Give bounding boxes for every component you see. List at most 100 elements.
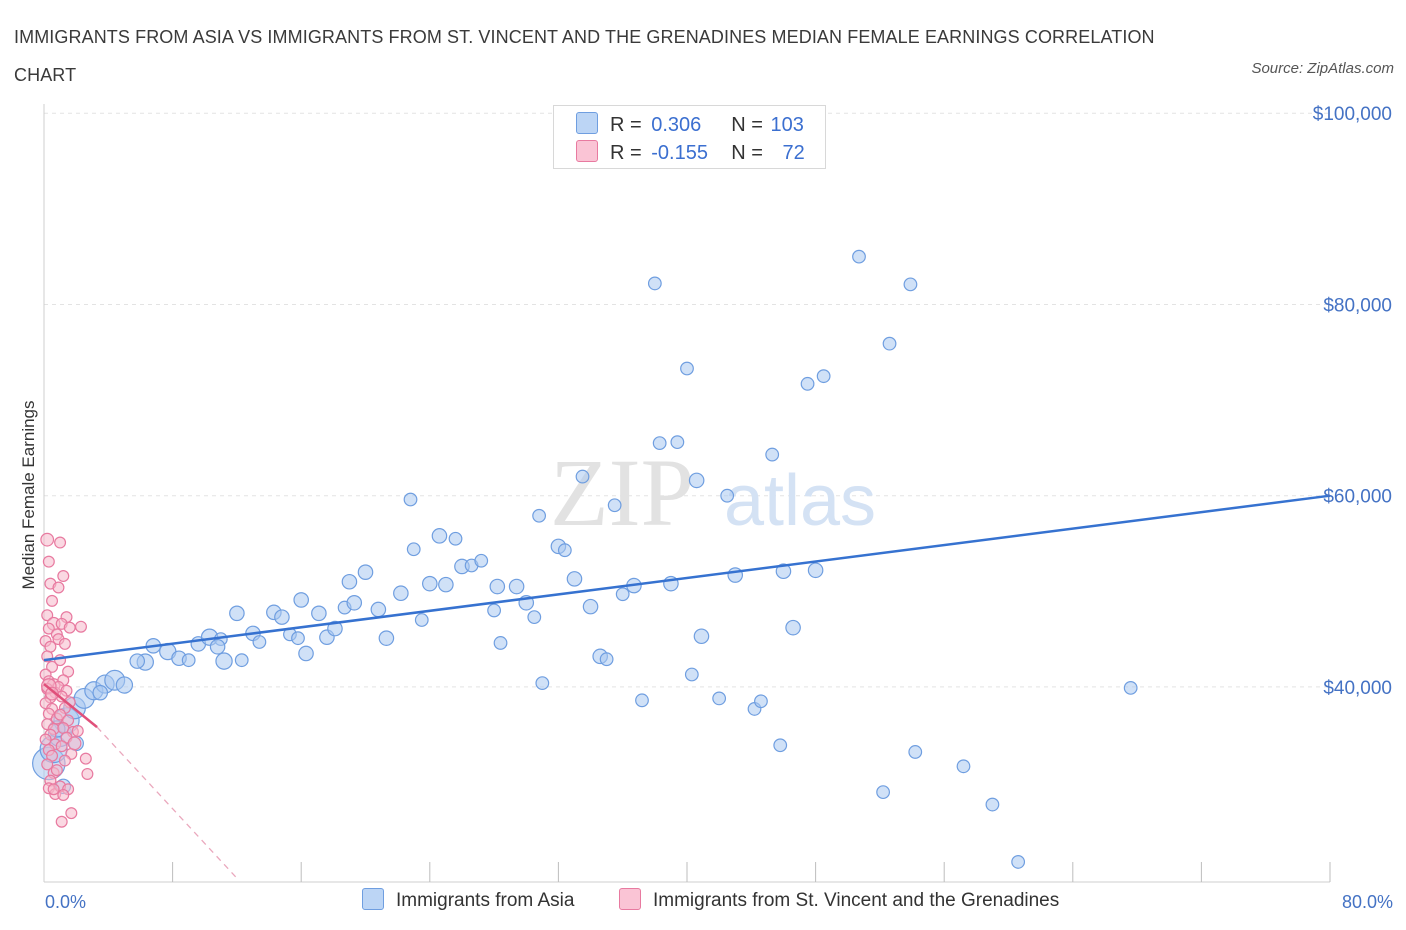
legend-swatch-asia — [576, 112, 598, 134]
asia-point-31 — [346, 594, 363, 611]
asia-point-51 — [527, 610, 542, 625]
trend-lines — [43, 494, 1331, 879]
bottom-legend-label-svg: Immigrants from St. Vincent and the Gren… — [653, 890, 1060, 911]
y-axis-title: Median Female Earnings — [19, 401, 38, 590]
asia-point-83 — [807, 562, 824, 579]
asia-point-48 — [493, 636, 508, 650]
asia-point-77 — [754, 694, 768, 709]
asia-point-18 — [234, 653, 249, 668]
asia-point-45 — [474, 553, 489, 568]
axis-labels: $40,000 $60,000 $80,000 $100,000 0.0% 80.0% Me… — [19, 104, 1393, 912]
asia-point-91 — [985, 797, 1000, 812]
asia-point-64 — [635, 693, 649, 708]
legend-row-asia: R = 0.306 N = 103 — [576, 112, 804, 138]
asia-point-26 — [298, 645, 314, 662]
asia-point-85 — [852, 249, 866, 264]
bottom-legend-svg: Immigrants from St. Vincent and the Gren… — [619, 888, 1059, 912]
asia-point-74 — [720, 488, 735, 503]
svg-trend-extension — [96, 726, 238, 879]
asia-point-62 — [615, 587, 630, 602]
asia-point-43 — [448, 531, 463, 546]
legend-r-label-svg: R = — [610, 142, 642, 164]
asia-point-92 — [1011, 855, 1026, 869]
asia-points — [32, 249, 1138, 869]
watermark: ZIP atlas — [550, 439, 876, 546]
asia-point-39 — [421, 575, 438, 592]
asia-point-69 — [680, 361, 694, 376]
asia-point-36 — [393, 585, 409, 602]
asia-point-49 — [508, 578, 525, 595]
asia-point-9 — [115, 676, 134, 694]
legend-n-label-asia: N = — [731, 114, 763, 136]
asia-point-61 — [607, 498, 622, 513]
asia-point-70 — [684, 667, 699, 682]
asia-point-53 — [535, 676, 550, 691]
asia-trend-line — [43, 494, 1331, 662]
asia-point-25 — [293, 592, 309, 608]
y-tick-label-3: $100,000 — [1313, 104, 1392, 125]
asia-point-65 — [647, 276, 662, 291]
asia-point-84 — [816, 369, 831, 384]
legend-row-svg: R = -0.155 N = 72 — [576, 140, 805, 166]
asia-point-90 — [956, 759, 971, 774]
asia-point-29 — [327, 620, 343, 637]
chart-title: IMMIGRANTS FROM ASIA VS IMMIGRANTS FROM … — [14, 27, 1155, 85]
correlation-legend: R = 0.306 N = 103 R = -0.155 N = 72 — [553, 105, 826, 169]
bottom-legend-label-asia: Immigrants from Asia — [396, 890, 575, 911]
asia-point-93 — [1123, 680, 1138, 695]
asia-point-71 — [688, 472, 705, 489]
asia-point-102 — [414, 613, 429, 627]
asia-point-97 — [92, 684, 109, 701]
asia-point-87 — [876, 785, 891, 800]
asia-point-57 — [575, 469, 590, 484]
bottom-legend-swatch-asia — [362, 888, 384, 910]
asia-point-101 — [291, 631, 305, 646]
gridlines — [44, 112, 1330, 688]
legend-n-asia: 103 — [770, 114, 804, 136]
asia-point-37 — [403, 492, 418, 507]
source-label: Source: ZipAtlas.com — [1251, 60, 1394, 77]
asia-point-17 — [229, 605, 245, 622]
asia-point-72 — [693, 628, 710, 645]
asia-point-80 — [775, 563, 792, 580]
asia-point-82 — [800, 376, 815, 391]
asia-point-56 — [566, 571, 583, 587]
asia-point-41 — [438, 576, 454, 593]
asia-point-81 — [785, 619, 801, 636]
asia-point-34 — [370, 601, 387, 618]
asia-point-66 — [652, 436, 667, 451]
asia-point-79 — [773, 738, 788, 753]
y-tick-label-1: $60,000 — [1323, 487, 1392, 508]
asia-point-88 — [903, 277, 918, 292]
y-tick-label-0: $40,000 — [1323, 678, 1392, 699]
y-tick-label-2: $80,000 — [1323, 295, 1392, 316]
asia-point-60 — [599, 652, 614, 667]
svg-trend-line — [43, 683, 98, 729]
x-tick-label-end: 80.0% — [1342, 892, 1393, 912]
asia-point-78 — [765, 447, 780, 462]
asia-point-21 — [252, 635, 267, 649]
asia-point-99 — [181, 653, 196, 668]
asia-point-35 — [378, 630, 395, 646]
asia-point-23 — [274, 609, 290, 625]
asia-point-98 — [129, 653, 146, 669]
asia-point-27 — [311, 605, 327, 622]
legend-n-label-svg: N = — [731, 142, 763, 164]
asia-point-100 — [209, 638, 226, 655]
bottom-legend-swatch-svg — [619, 888, 641, 910]
asia-point-55 — [557, 543, 572, 558]
legend-r-svg: -0.155 — [651, 142, 708, 164]
asia-point-52 — [532, 508, 547, 523]
legend-r-asia: 0.306 — [651, 114, 702, 136]
legend-n-svg: 72 — [782, 142, 805, 164]
asia-point-89 — [908, 745, 923, 759]
watermark-atlas: atlas — [724, 461, 876, 541]
asia-point-16 — [215, 652, 233, 670]
asia-point-46 — [489, 578, 506, 595]
asia-point-40 — [431, 528, 448, 544]
asia-point-47 — [487, 603, 502, 618]
asia-point-73 — [712, 691, 727, 706]
asia-point-38 — [406, 542, 421, 557]
x-tick-label-start: 0.0% — [45, 892, 86, 912]
